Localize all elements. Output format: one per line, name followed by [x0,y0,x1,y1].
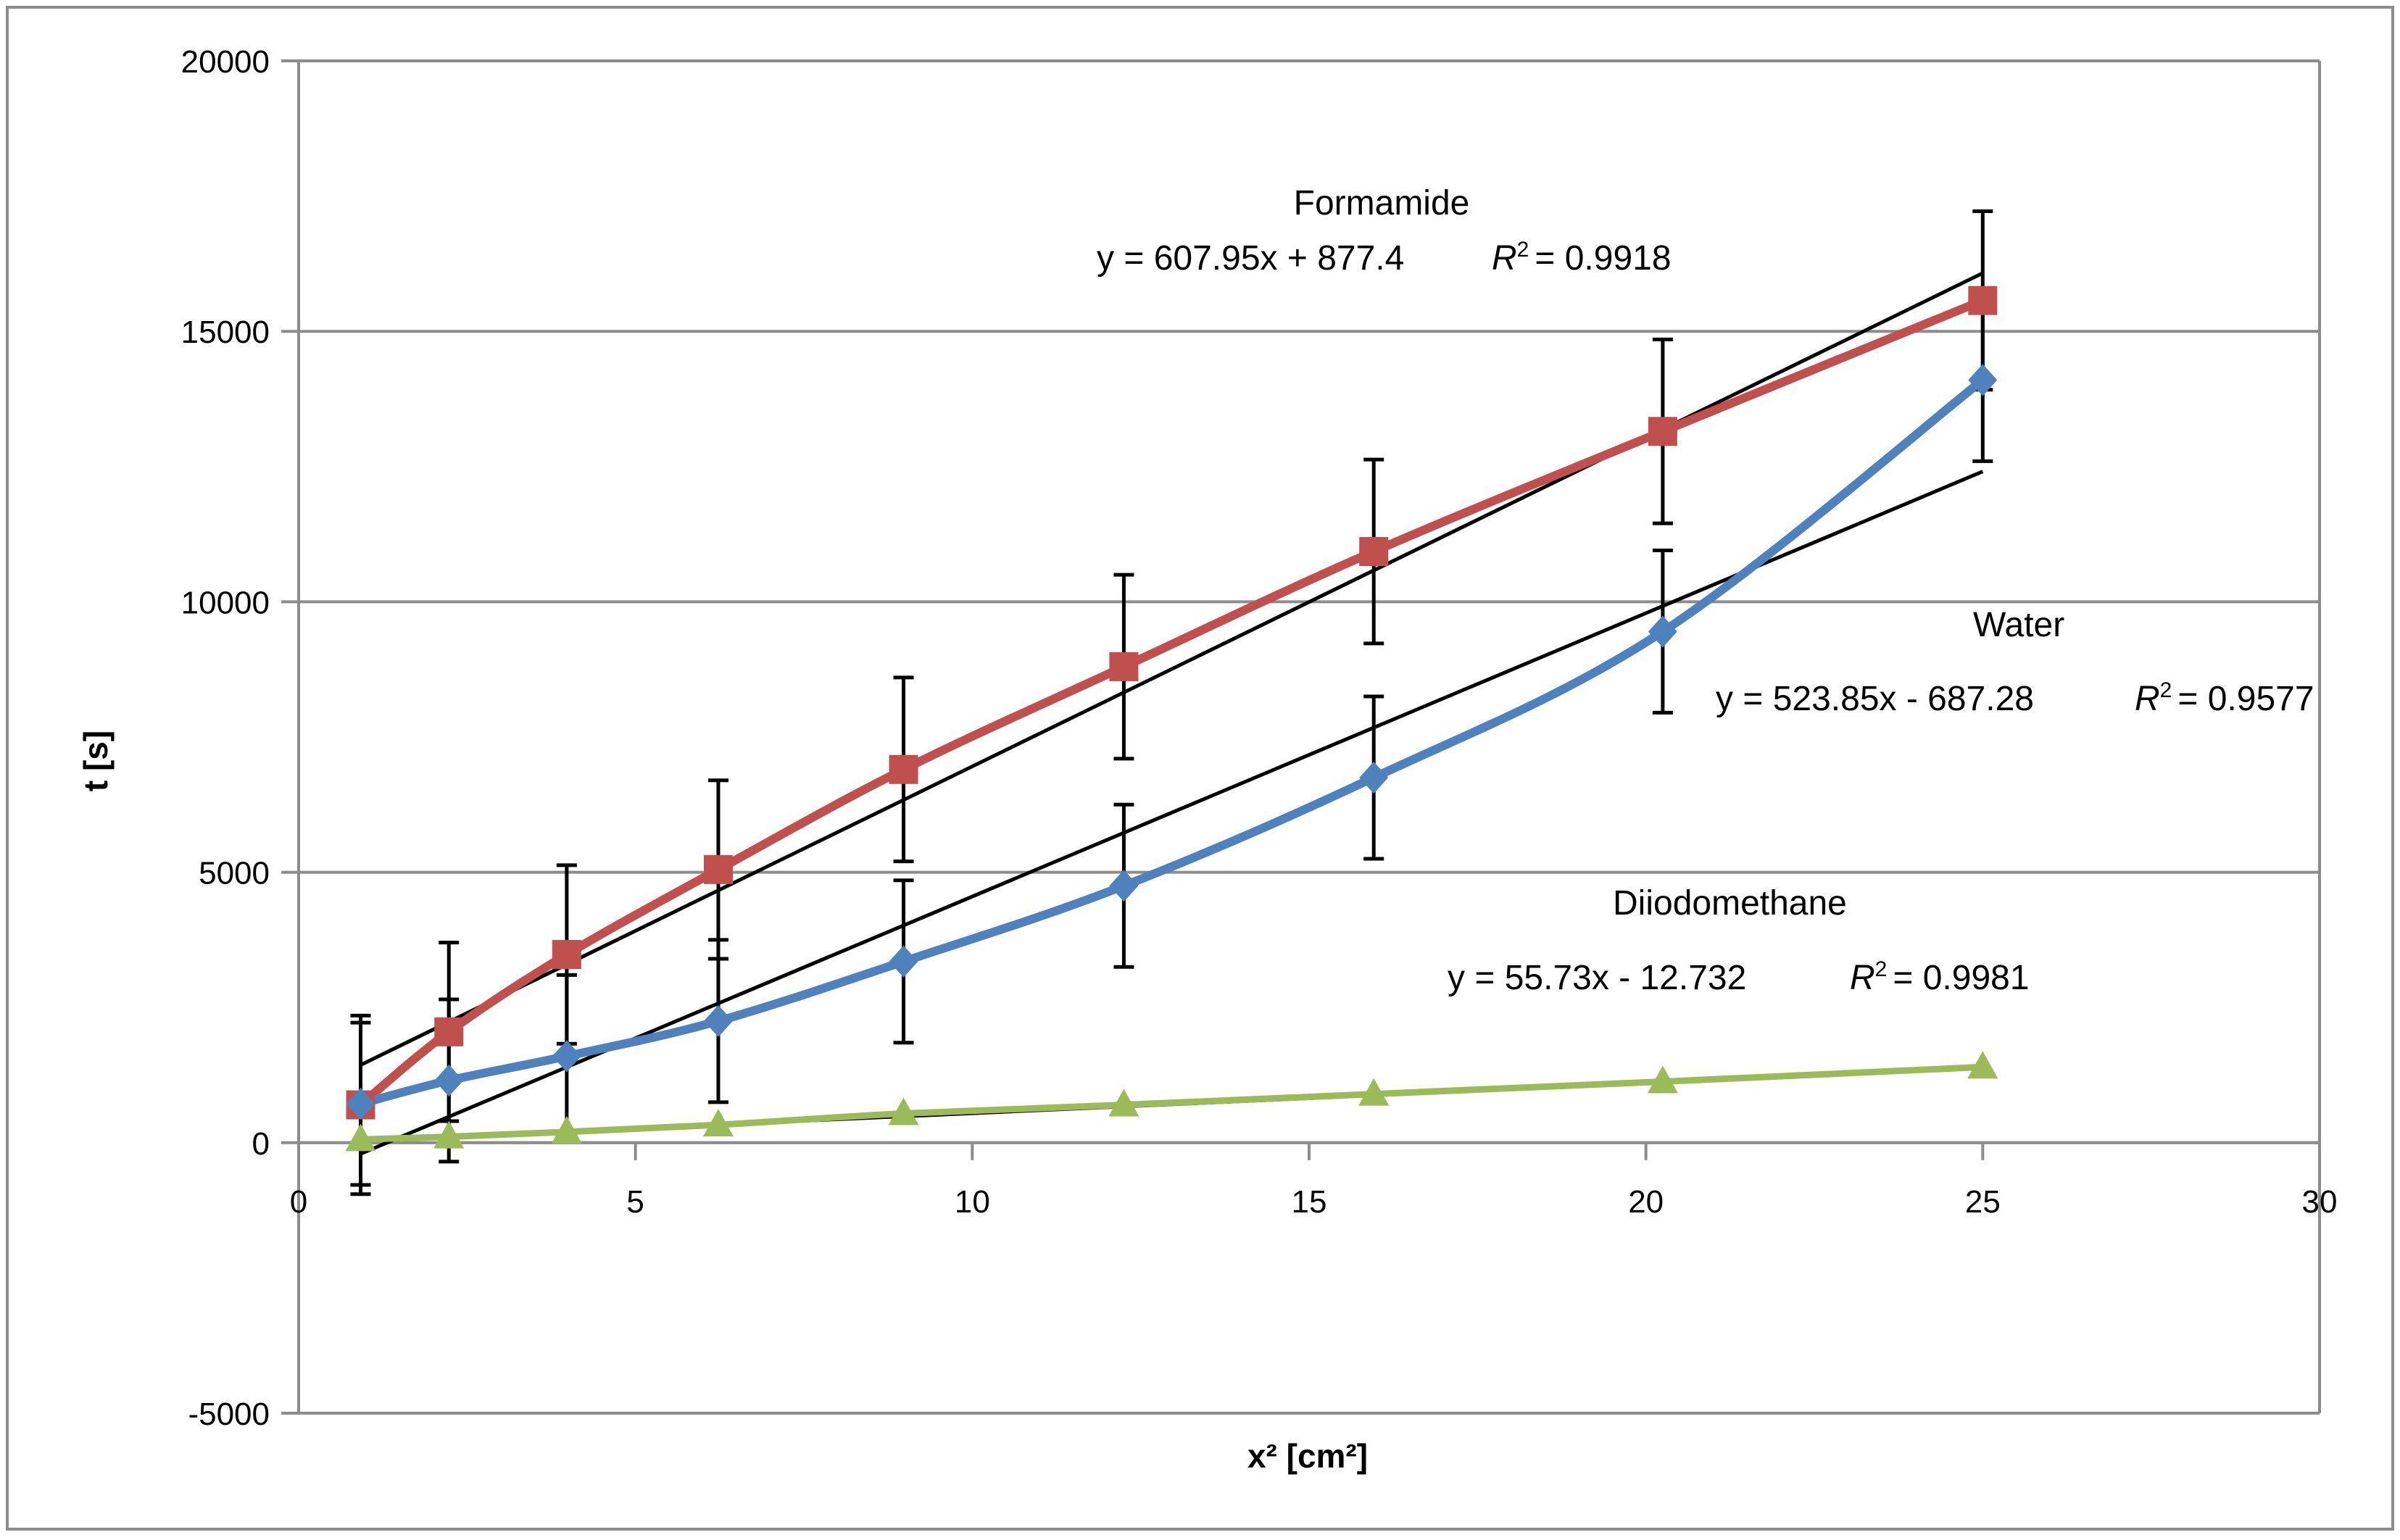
y-axis-title: t [s] [77,731,115,791]
formamide-point-marker [1968,286,1998,315]
y-tick-label: 0 [252,1126,270,1162]
water-equation: y = 523.85x - 687.28 [1716,680,2034,718]
formamide-equation: y = 607.95x + 877.4 [1097,239,1404,278]
y-tick-label: 10000 [181,585,270,620]
water-r2-exponent: 2 [2160,678,2172,702]
water-r2-symbol: R [2135,680,2160,718]
formamide-point-marker [889,754,918,784]
water-point-marker [1648,615,1677,648]
diiodomethane-r2-exponent: 2 [1875,957,1888,981]
formamide-label: Formamide [1294,184,1470,222]
x-tick-label: 20 [1628,1184,1664,1220]
diiodomethane-label: Diiodomethane [1613,884,1847,923]
water-point-marker [1109,870,1139,902]
diiodomethane-point-marker [702,1109,734,1137]
water-point-marker [1968,364,1998,396]
formamide-point-marker [1359,536,1389,566]
diiodomethane-r2: R2 = 0.9981 [1850,957,2030,997]
formamide-point-marker [552,940,581,970]
diiodomethane-equation: y = 55.73x - 12.732 [1448,959,1746,997]
diiodomethane-r2-value: = 0.9981 [1893,959,2029,997]
formamide-r2-value: = 0.9918 [1535,239,1671,278]
diiodomethane-r2-symbol: R [1850,959,1875,997]
chart-border [6,6,2394,1531]
formamide-series-line [356,296,1988,1110]
water-label: Water [1973,606,2064,644]
formamide-point-marker [1648,417,1677,446]
y-tick-label: -5000 [188,1397,270,1432]
diiodomethane-point-marker [1108,1089,1139,1117]
water-point-marker [1359,761,1389,794]
diiodomethane-point-marker [551,1115,582,1144]
formamide-trendline [360,271,1984,1067]
y-tick-label: 5000 [199,856,270,891]
tick-label-layer: -5000 0 5000 10000 15000 20000 0 5 10 15 20 25 30 [181,44,2338,1432]
x-tick-label: 25 [1965,1184,2001,1220]
formamide-point-marker [703,854,733,884]
water-point-marker [552,1040,581,1073]
x-tick-label: 10 [955,1184,990,1220]
y-tick-label: 15000 [181,315,270,350]
diiodomethane-point-marker [1647,1065,1678,1094]
formamide-r2: R2 = 0.9918 [1492,238,1672,278]
x-tick-label: 0 [290,1184,307,1220]
water-point-marker [434,1064,464,1096]
axis-layer [281,59,2321,1415]
y-tick-label: 20000 [181,44,270,80]
x-tick-label: 5 [626,1184,644,1220]
diiodomethane-point-marker [1967,1051,1998,1079]
marker-layer [345,286,1998,1152]
x-tick-label: 15 [1292,1184,1327,1220]
x-axis-title: x² [cm²] [1247,1437,1368,1475]
x-tick-label: 30 [2302,1184,2338,1220]
diiodomethane-point-marker [888,1097,919,1125]
formamide-point-marker [1109,652,1139,681]
water-point-marker [346,1088,375,1120]
water-point-marker [703,1004,733,1037]
diiodomethane-point-marker [1358,1078,1390,1106]
water-r2-value: = 0.9577 [2177,680,2314,718]
diiodomethane-point-marker [433,1120,465,1149]
diiodomethane-point-marker [345,1123,376,1152]
formamide-r2-exponent: 2 [1517,238,1529,262]
water-point-marker [889,945,918,978]
water-r2: R2 = 0.9577 [2135,678,2314,718]
formamide-r2-symbol: R [1492,239,1517,278]
formamide-point-marker [434,1017,464,1046]
